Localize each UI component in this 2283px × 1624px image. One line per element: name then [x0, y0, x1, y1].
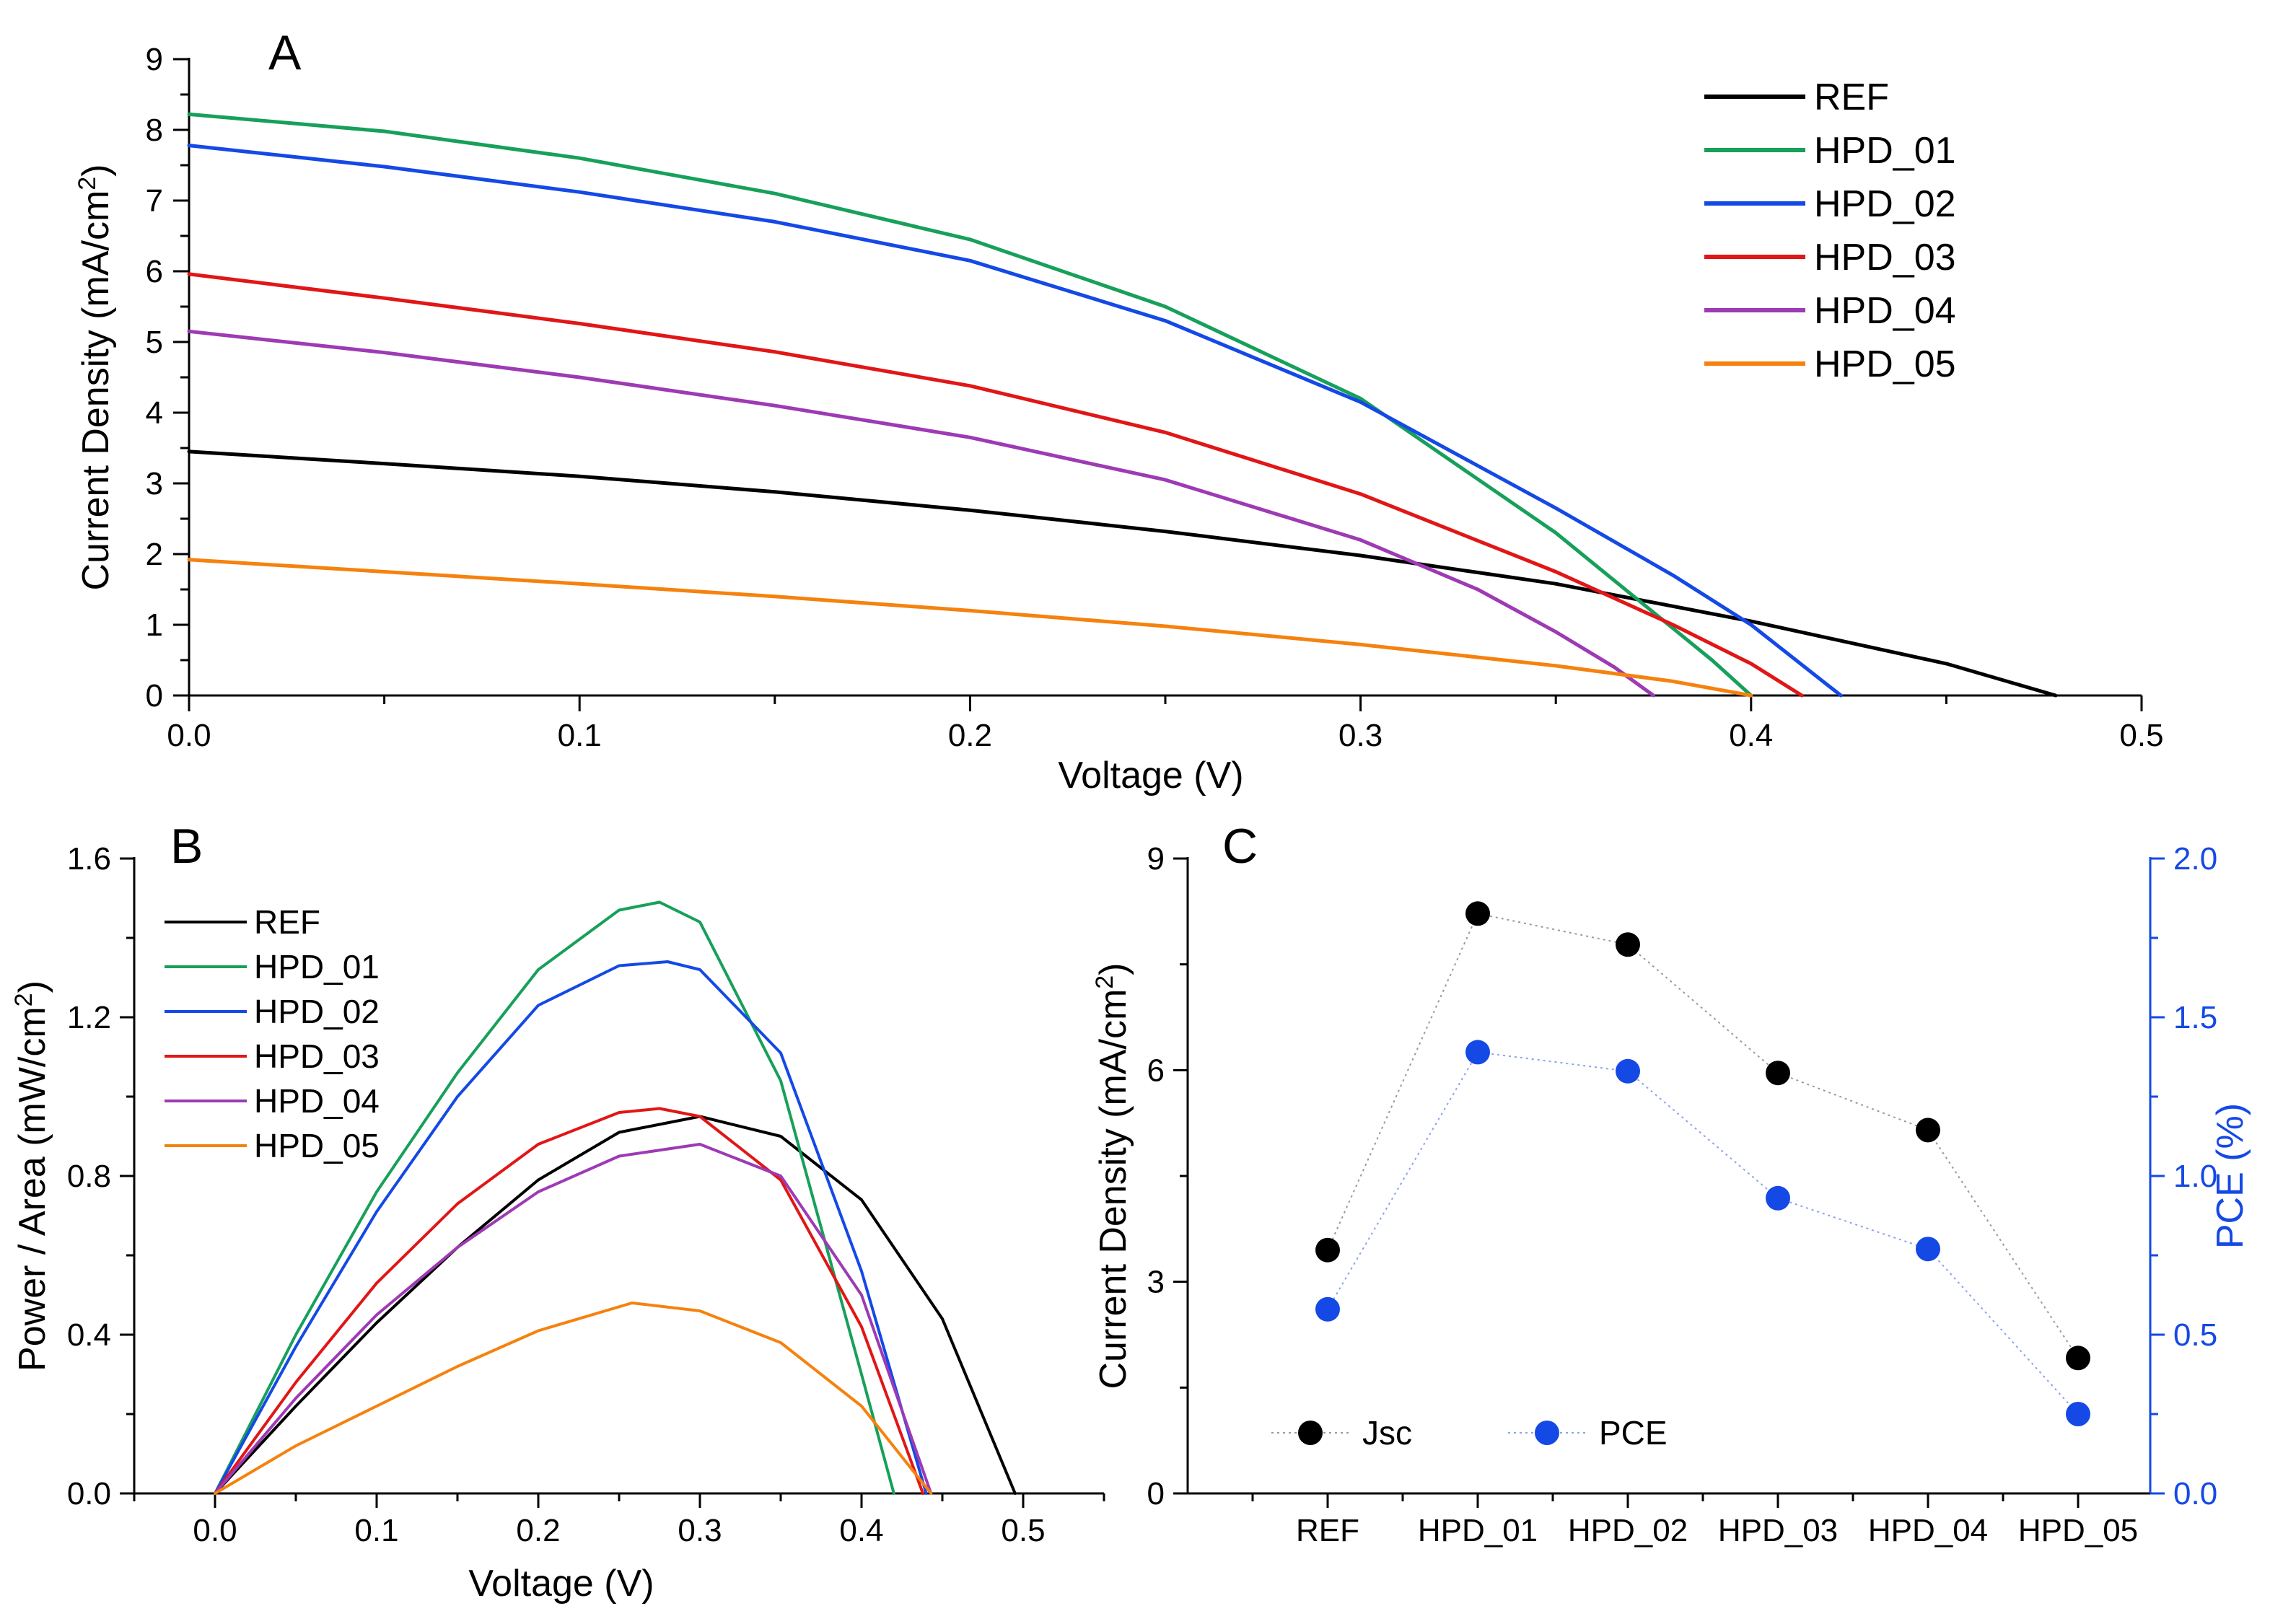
panel-c-y-tick-label: 0	[1147, 1476, 1165, 1511]
panel-c-x-tick-label: HPD_01	[1418, 1513, 1538, 1548]
panel-a-x-tick-label: 0.2	[948, 718, 992, 753]
panel-c-legend-jsc-label: Jsc	[1362, 1414, 1412, 1452]
panel-a-y-tick-label: 9	[146, 42, 163, 77]
panel-b-y-tick-label: 1.6	[67, 841, 111, 877]
panel-b-legend-label: HPD_04	[254, 1082, 380, 1120]
panel-a-y-tick-label: 5	[146, 325, 163, 360]
panel-b-x-tick-label: 0.4	[839, 1513, 883, 1548]
panel-a-y-tick-label: 2	[146, 537, 163, 572]
panel-b-series-hpd-01	[214, 900, 895, 1495]
panel-b-legend-label: HPD_02	[254, 993, 380, 1030]
panel-c-jsc-point	[1315, 1237, 1340, 1263]
panel-a-y-axis-title: Current Density (mA/cm2)	[74, 164, 117, 590]
panel-b-legend-label: REF	[254, 903, 320, 941]
panel-c-y2-tick-label: 1.5	[2173, 1000, 2217, 1035]
panel-a-x-axis-title: Voltage (V)	[1058, 755, 1243, 796]
panel-c-legend-pce-marker	[1535, 1421, 1559, 1445]
panel-b-series-hpd-05	[214, 1302, 933, 1495]
panel-a-x-tick-label: 0.0	[167, 718, 211, 753]
panel-a-y-tick-label: 3	[146, 466, 163, 501]
panel-a-series-hpd-02	[187, 144, 1843, 698]
panel-a-legend-label: HPD_05	[1814, 343, 1956, 385]
panel-a-x-tick-label: 0.4	[1729, 718, 1773, 753]
panel-a-x-tick-label: 0.3	[1338, 718, 1382, 753]
panel-a-series-hpd-03	[187, 272, 1804, 698]
panel-c-y-tick-label: 3	[1147, 1265, 1165, 1300]
panel-b-series-hpd-03	[214, 1107, 925, 1495]
panel-c-pce-point	[1465, 1040, 1490, 1065]
panel-c-x-tick-label: HPD_04	[1868, 1513, 1988, 1548]
panel-b-series-ref	[214, 1115, 1017, 1495]
panel-b-y-tick-label: 0.4	[67, 1317, 111, 1353]
panel-c-y-tick-label: 6	[1147, 1053, 1165, 1088]
panel-b-x-tick-label: 0.2	[516, 1513, 560, 1548]
panel-a-x-tick-label: 0.5	[2119, 718, 2163, 753]
panel-a-y-tick-label: 8	[146, 113, 163, 148]
panel-c-legend-jsc-marker	[1298, 1421, 1323, 1445]
panel-b-y-tick-label: 0.0	[67, 1476, 111, 1511]
panel-b-legend-label: HPD_01	[254, 948, 380, 986]
panel-c-pce-point	[1315, 1296, 1340, 1322]
panel-a-series-ref	[187, 449, 2058, 698]
panel-a-y-tick-label: 6	[146, 254, 163, 289]
panel-c-jsc-point	[1916, 1118, 1940, 1143]
panel-c-pce-line	[1327, 1051, 2079, 1415]
panel-a-legend-label: HPD_02	[1814, 183, 1956, 225]
panel-a-series-hpd-05	[187, 558, 1753, 698]
panel-b-x-tick-label: 0.5	[1001, 1513, 1045, 1548]
panel-c-letter: C	[1222, 819, 1258, 874]
panel-c-pce-point	[1766, 1185, 1790, 1211]
panel-b-x-tick-label: 0.3	[678, 1513, 722, 1548]
panel-a-letter: A	[268, 25, 302, 80]
panel-c-jsc-point	[2066, 1346, 2090, 1371]
panel-c-jsc-point	[1766, 1061, 1790, 1086]
panel-c-x-tick-label: HPD_05	[2018, 1513, 2138, 1548]
panel-b-chart: 0.0 0.1 0.2 0.3 0.4 0.5 0.0 0.4 0.8 1.2 1.6 Voltage…	[10, 841, 1105, 1605]
panel-c-jsc-point	[1465, 901, 1490, 926]
panel-b-legend-label: HPD_05	[254, 1127, 380, 1164]
panel-c-y2-tick-label: 0.5	[2173, 1317, 2217, 1353]
panel-a-x-tick-label: 0.1	[558, 718, 602, 753]
panel-c-x-tick-label: REF	[1296, 1513, 1359, 1548]
panel-b-x-tick-label: 0.1	[354, 1513, 398, 1548]
panel-a-chart: 0.0 0.1 0.2 0.3 0.4 0.5 0 1 2 3 4 5 6 7 8 9 Voltage (V) C…	[74, 42, 2164, 796]
panel-a-legend-label: HPD_04	[1814, 290, 1956, 332]
panel-b-x-tick-label: 0.0	[193, 1513, 237, 1548]
panel-b-series-hpd-04	[214, 1143, 933, 1495]
panel-c-y-tick-label: 9	[1147, 841, 1165, 877]
panel-a-series-hpd-01	[187, 112, 1753, 698]
panel-c-x-tick-label: HPD_02	[1568, 1513, 1688, 1548]
panel-c-y2-tick-label: 1.0	[2173, 1159, 2217, 1194]
panel-c-y2-axis-title: PCE (%)	[2209, 1103, 2251, 1249]
panel-a-legend-label: REF	[1814, 76, 1889, 118]
panel-c-y-axis-title: Current Density (mA/cm2)	[1091, 962, 1134, 1389]
panel-a-legend-label: HPD_03	[1814, 237, 1956, 278]
panel-c-pce-point	[1616, 1058, 1640, 1084]
panel-b-letter: B	[170, 819, 203, 874]
panel-c-pce-point	[1916, 1237, 1940, 1262]
panel-c-jsc-point	[1616, 932, 1640, 957]
panel-c-x-tick-label: HPD_03	[1718, 1513, 1838, 1548]
panel-c-y2-tick-label: 2.0	[2173, 841, 2217, 877]
panel-a-y-tick-label: 1	[146, 607, 163, 643]
panel-a-y-tick-label: 0	[146, 678, 163, 714]
panel-c-jsc-line	[1327, 913, 2079, 1359]
panel-c-chart: REF HPD_01 HPD_02 HPD_03 HPD_04 HPD_05 0 3 6 9 0.0…	[1091, 841, 2251, 1548]
panel-a-y-tick-label: 7	[146, 183, 163, 219]
panel-a-series-hpd-04	[187, 329, 1655, 698]
panel-b-y-tick-label: 1.2	[67, 1000, 111, 1035]
panel-a-legend-label: HPD_01	[1814, 130, 1956, 172]
panel-a-y-tick-label: 4	[146, 395, 163, 431]
panel-c-pce-point	[2066, 1402, 2090, 1426]
panel-b-x-axis-title: Voltage (V)	[468, 1563, 654, 1605]
panel-c-y2-tick-label: 0.0	[2173, 1476, 2217, 1511]
panel-b-series-hpd-02	[214, 960, 928, 1495]
panel-c-legend-pce-label: PCE	[1599, 1414, 1668, 1452]
panel-b-legend-label: HPD_03	[254, 1037, 380, 1075]
panel-b-y-tick-label: 0.8	[67, 1159, 111, 1194]
panel-b-y-axis-title: Power / Area (mW/cm2)	[10, 980, 53, 1371]
